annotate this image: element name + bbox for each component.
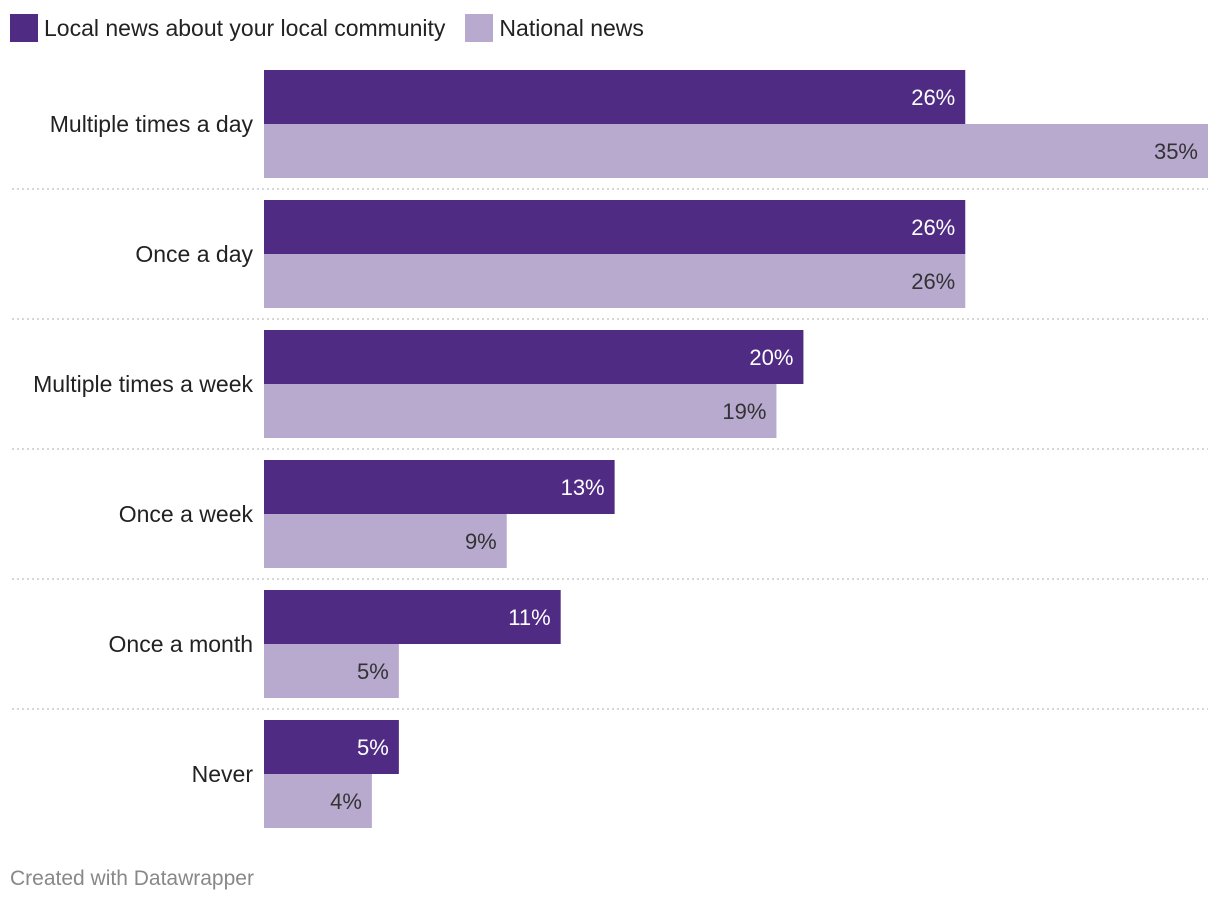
value-label-local: 26% [911, 85, 955, 110]
bar-national [264, 644, 399, 698]
bar-national [264, 384, 777, 438]
bar-local [264, 460, 615, 514]
bar-local [264, 70, 966, 124]
category-label: Once a day [135, 241, 253, 267]
value-label-local: 5% [357, 735, 389, 760]
legend-swatch-national [465, 14, 494, 42]
value-label-national: 4% [330, 789, 362, 814]
bar-national [264, 254, 966, 308]
legend-item-national: National news [465, 14, 644, 42]
legend-label-local: Local news about your local community [44, 14, 446, 41]
legend: Local news about your local community Na… [10, 12, 664, 44]
value-label-national: 35% [1154, 139, 1198, 164]
legend-label-national: National news [499, 14, 644, 41]
bar-local [264, 720, 399, 774]
category-label: Once a week [119, 501, 254, 527]
value-label-national: 9% [465, 529, 497, 554]
legend-item-local: Local news about your local community [10, 14, 445, 42]
value-label-local: 13% [561, 475, 605, 500]
bar-national [264, 514, 507, 568]
bar-local [264, 590, 561, 644]
bar-national [264, 774, 372, 828]
category-label: Never [192, 761, 254, 787]
value-label-local: 26% [911, 215, 955, 240]
bar-local [264, 330, 804, 384]
category-label: Multiple times a week [33, 371, 253, 397]
bar-local [264, 200, 966, 254]
value-label-local: 20% [749, 345, 793, 370]
value-label-national: 5% [357, 659, 389, 684]
value-label-national: 26% [911, 269, 955, 294]
bar-national [264, 124, 1208, 178]
category-label: Once a month [109, 631, 253, 657]
value-label-local: 11% [508, 605, 550, 630]
legend-swatch-local [10, 14, 38, 42]
footer-credit: Created with Datawrapper [10, 867, 254, 890]
value-label-national: 19% [722, 399, 766, 424]
category-label: Multiple times a day [50, 111, 254, 137]
